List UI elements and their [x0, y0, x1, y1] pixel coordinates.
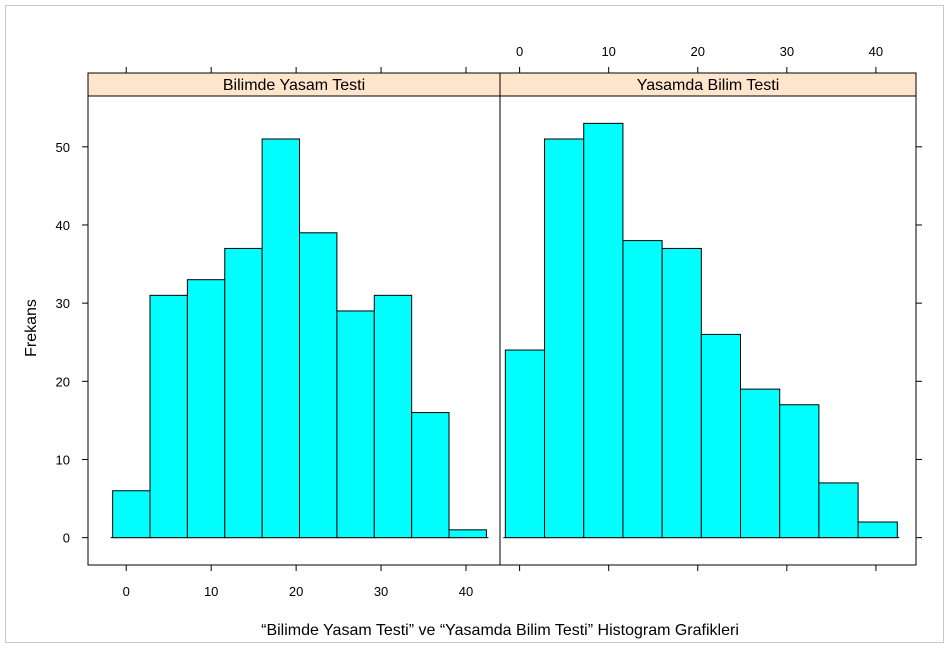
strip-label: Bilimde Yasam Testi: [223, 77, 365, 94]
histogram-bar: [504, 349, 546, 539]
histogram-bar: [336, 310, 375, 539]
x-tick-label: 40: [459, 584, 473, 599]
y-tick-label: 50: [56, 140, 70, 155]
x-tick-label: 0: [516, 44, 523, 59]
histogram-bar: [224, 247, 263, 539]
axes-layer: 0 10 20 30 40 50: [56, 140, 922, 546]
histogram-bar: [373, 294, 413, 539]
strip-label: Yasamda Bilim Testi: [637, 77, 780, 94]
histogram-bar: [583, 122, 624, 539]
x-tick-label: 40: [869, 44, 883, 59]
histogram-bar: [818, 482, 859, 539]
y-tick-label: 20: [56, 374, 70, 389]
histogram-bar: [857, 521, 898, 539]
histogram-bar: [411, 412, 450, 539]
histogram-bar: [299, 232, 338, 539]
x-tick-label: 20: [289, 584, 303, 599]
x-tick-label: 10: [601, 44, 615, 59]
y-axis-title: Frekans: [23, 299, 40, 357]
figure-frame: [5, 5, 944, 643]
histogram-bar: [448, 529, 487, 539]
histogram-bar: [622, 240, 663, 539]
x-tick-label: 30: [374, 584, 388, 599]
x-tick-label: 0: [123, 584, 130, 599]
histogram-bar: [149, 294, 188, 539]
x-tick-label: 10: [204, 584, 218, 599]
histogram-bar: [112, 490, 151, 539]
x-tick-label: 20: [691, 44, 705, 59]
histogram-bar: [261, 138, 301, 539]
panel-box: [499, 95, 917, 566]
histogram-bar: [661, 247, 702, 539]
y-tick-label: 30: [56, 296, 70, 311]
panel-2: Yasamda Bilim Testi 0 10 20 30 40: [499, 44, 917, 571]
histogram-bar: [544, 138, 585, 539]
panel-1: Bilimde Yasam Testi 0 10 20 30 40: [87, 67, 501, 599]
y-tick-label: 10: [56, 452, 70, 467]
histogram-bar: [740, 388, 781, 539]
x-axis-title: “Bilimde Yasam Testi” ve “Yasamda Bilim …: [261, 622, 739, 639]
x-tick-label: 30: [780, 44, 794, 59]
histogram-bar: [700, 333, 742, 539]
y-tick-label: 40: [56, 218, 70, 233]
histogram-bar: [186, 279, 226, 539]
histogram-bar: [779, 404, 820, 539]
y-tick-label: 0: [63, 531, 70, 546]
